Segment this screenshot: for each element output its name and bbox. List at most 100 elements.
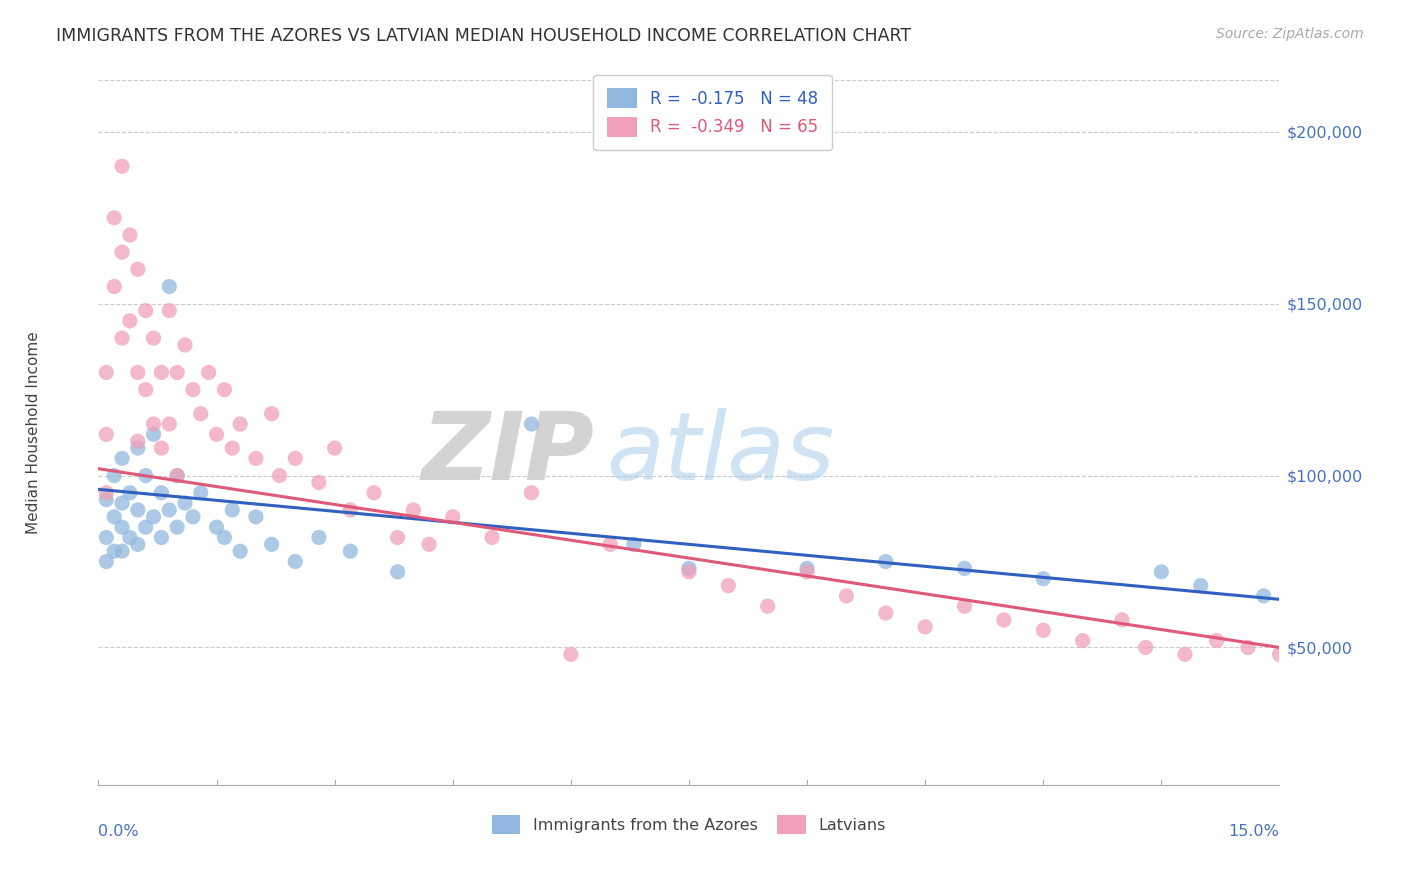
Point bbox=[953, 561, 976, 575]
Point bbox=[387, 531, 409, 545]
Point bbox=[953, 599, 976, 614]
Point bbox=[197, 366, 219, 380]
Point bbox=[221, 503, 243, 517]
Point bbox=[118, 314, 141, 328]
Point bbox=[111, 544, 134, 558]
Point bbox=[441, 509, 464, 524]
Point bbox=[103, 509, 125, 524]
Point bbox=[875, 555, 897, 569]
Point bbox=[1174, 648, 1197, 662]
Point bbox=[875, 606, 897, 620]
Text: atlas: atlas bbox=[606, 409, 835, 500]
Point bbox=[118, 531, 141, 545]
Point bbox=[166, 366, 188, 380]
Point bbox=[96, 427, 118, 442]
Point bbox=[103, 279, 125, 293]
Point bbox=[142, 417, 165, 431]
Point bbox=[1135, 640, 1157, 655]
Legend: Immigrants from the Azores, Latvians: Immigrants from the Azores, Latvians bbox=[485, 808, 893, 840]
Point bbox=[221, 441, 243, 455]
Point bbox=[387, 565, 409, 579]
Point bbox=[796, 565, 818, 579]
Point bbox=[678, 561, 700, 575]
Point bbox=[284, 555, 307, 569]
Point bbox=[181, 509, 204, 524]
Point bbox=[157, 417, 180, 431]
Text: 15.0%: 15.0% bbox=[1229, 823, 1279, 838]
Point bbox=[1071, 633, 1094, 648]
Point bbox=[111, 159, 134, 173]
Point bbox=[190, 407, 212, 421]
Point bbox=[339, 503, 361, 517]
Point bbox=[142, 331, 165, 345]
Point bbox=[1189, 578, 1212, 592]
Point bbox=[205, 520, 228, 534]
Point bbox=[1032, 572, 1054, 586]
Point bbox=[127, 537, 149, 551]
Point bbox=[402, 503, 425, 517]
Point bbox=[150, 441, 173, 455]
Point bbox=[363, 485, 385, 500]
Point bbox=[150, 531, 173, 545]
Point bbox=[174, 338, 197, 352]
Point bbox=[269, 468, 291, 483]
Point bbox=[127, 503, 149, 517]
Point bbox=[111, 451, 134, 466]
Point bbox=[1268, 648, 1291, 662]
Point bbox=[142, 427, 165, 442]
Point bbox=[190, 485, 212, 500]
Point bbox=[111, 245, 134, 260]
Point bbox=[111, 331, 134, 345]
Point bbox=[157, 303, 180, 318]
Point bbox=[96, 531, 118, 545]
Point bbox=[111, 520, 134, 534]
Point bbox=[560, 648, 582, 662]
Point bbox=[1150, 565, 1173, 579]
Point bbox=[96, 366, 118, 380]
Point bbox=[993, 613, 1015, 627]
Point bbox=[308, 531, 330, 545]
Point bbox=[245, 451, 267, 466]
Point bbox=[835, 589, 858, 603]
Point bbox=[339, 544, 361, 558]
Point bbox=[174, 496, 197, 510]
Point bbox=[96, 485, 118, 500]
Point bbox=[520, 485, 543, 500]
Point bbox=[135, 383, 157, 397]
Point bbox=[166, 468, 188, 483]
Point bbox=[181, 383, 204, 397]
Point bbox=[157, 503, 180, 517]
Text: ZIP: ZIP bbox=[422, 408, 595, 500]
Point bbox=[520, 417, 543, 431]
Point bbox=[205, 427, 228, 442]
Point bbox=[214, 383, 236, 397]
Point bbox=[481, 531, 503, 545]
Point bbox=[103, 468, 125, 483]
Point bbox=[308, 475, 330, 490]
Point bbox=[127, 441, 149, 455]
Point bbox=[260, 407, 283, 421]
Point bbox=[599, 537, 621, 551]
Point bbox=[103, 211, 125, 225]
Point bbox=[96, 555, 118, 569]
Point bbox=[103, 544, 125, 558]
Point bbox=[1111, 613, 1133, 627]
Text: Median Household Income: Median Household Income bbox=[25, 331, 41, 534]
Point bbox=[118, 227, 141, 242]
Point bbox=[284, 451, 307, 466]
Point bbox=[796, 561, 818, 575]
Point bbox=[166, 520, 188, 534]
Point bbox=[229, 417, 252, 431]
Point bbox=[135, 520, 157, 534]
Point bbox=[914, 620, 936, 634]
Point bbox=[260, 537, 283, 551]
Text: 0.0%: 0.0% bbox=[98, 823, 139, 838]
Point bbox=[756, 599, 779, 614]
Point bbox=[142, 509, 165, 524]
Point bbox=[323, 441, 346, 455]
Point bbox=[214, 531, 236, 545]
Point bbox=[623, 537, 645, 551]
Point bbox=[418, 537, 440, 551]
Text: IMMIGRANTS FROM THE AZORES VS LATVIAN MEDIAN HOUSEHOLD INCOME CORRELATION CHART: IMMIGRANTS FROM THE AZORES VS LATVIAN ME… bbox=[56, 27, 911, 45]
Point bbox=[111, 496, 134, 510]
